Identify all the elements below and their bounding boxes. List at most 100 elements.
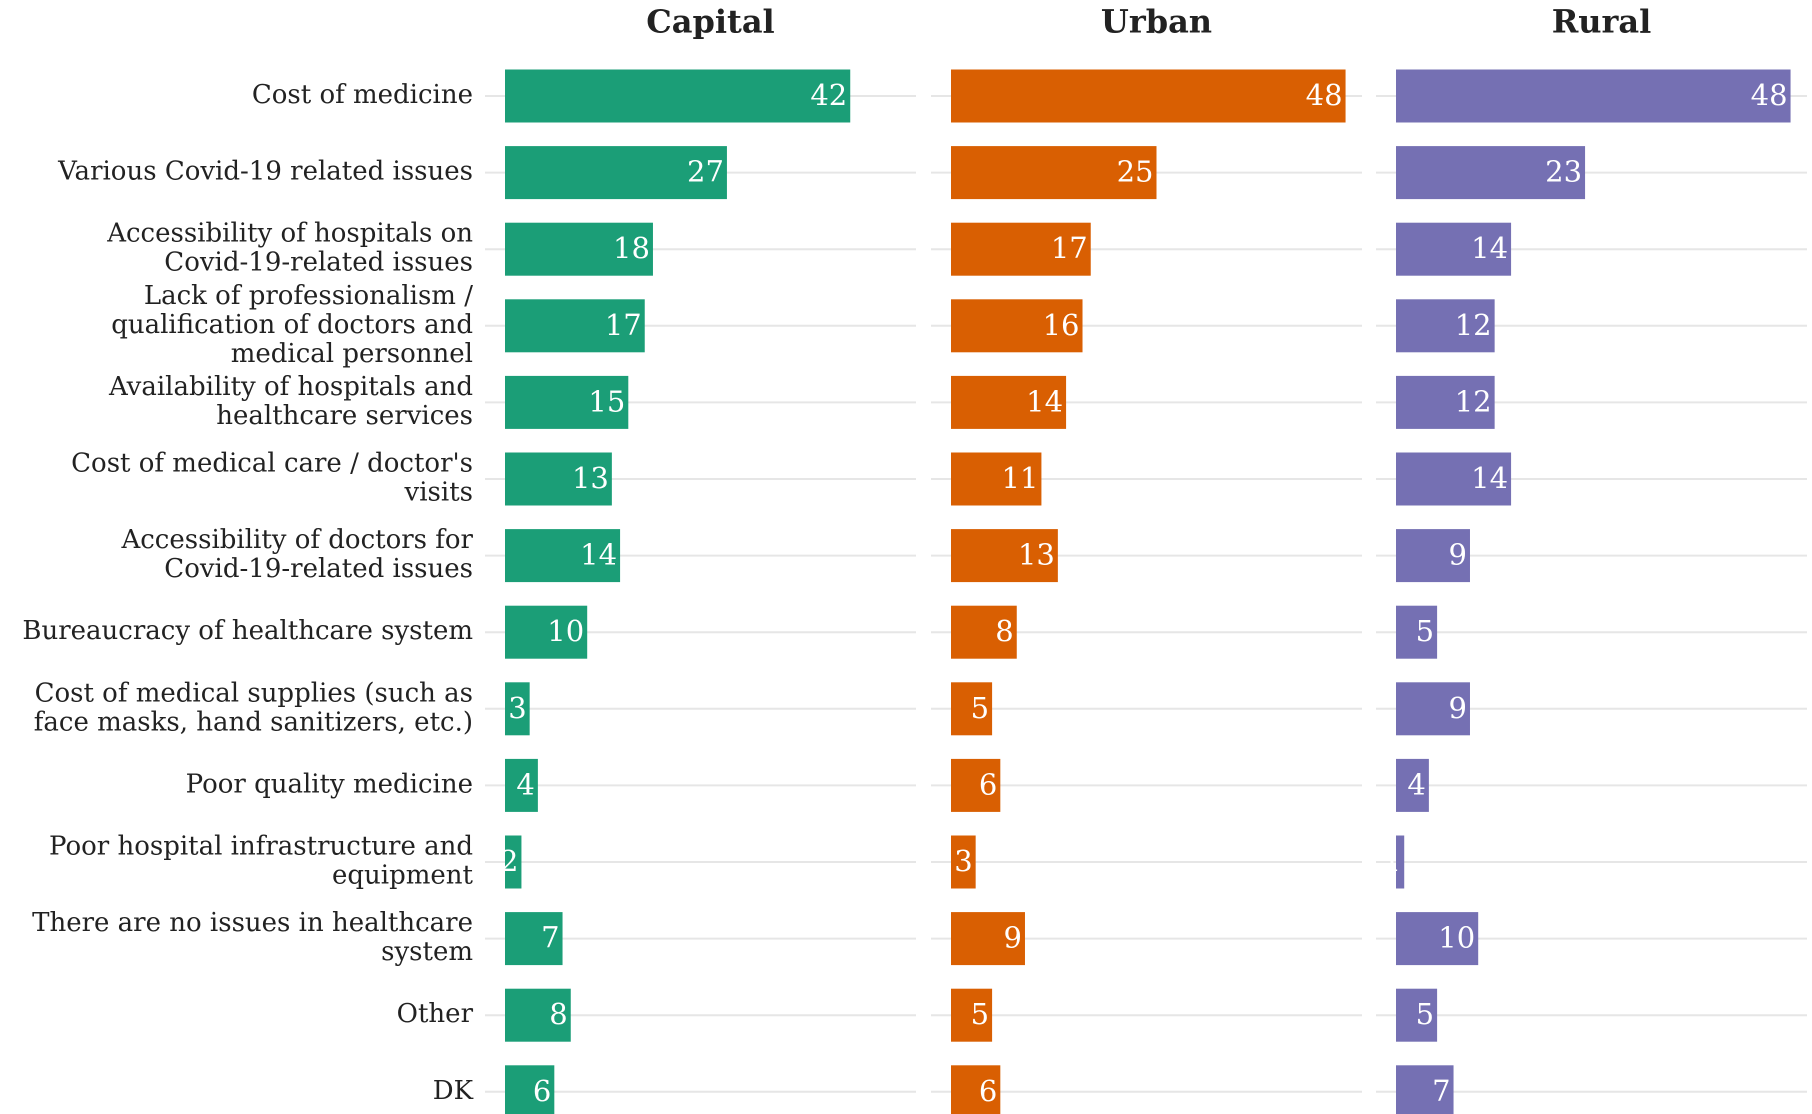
value-label: 7 [541,921,559,955]
category-label: Accessibility of doctors for Covid-19-rel… [120,525,473,584]
bar [951,605,1017,659]
bar [1396,912,1479,966]
value-label: 13 [572,461,609,495]
bar [1396,605,1438,659]
category-label: Bureaucracy of healthcare system [22,616,473,646]
bar [1396,988,1438,1042]
bar [505,529,621,583]
value-label: 10 [1438,921,1475,955]
value-label: 14 [1471,231,1508,265]
panel-title: Capital [646,3,774,41]
bar [1396,222,1512,276]
value-label: 14 [1471,461,1508,495]
bar [505,146,727,200]
bar [505,452,612,506]
panel-title: Rural [1552,3,1652,41]
bar [505,758,538,812]
value-label: 17 [605,308,642,342]
value-label: 11 [1002,461,1039,495]
value-label: 16 [1043,308,1080,342]
category-label: Poor quality medicine [186,769,473,799]
bar [1396,835,1405,889]
value-label: 2 [500,844,518,878]
value-label: 8 [995,614,1013,648]
value-label: 23 [1545,155,1582,189]
value-label: 15 [588,384,625,418]
value-label: 48 [1751,78,1788,112]
value-label: 5 [971,997,989,1031]
bar [1396,375,1495,429]
bar [1396,146,1586,200]
value-label: 1 [1383,844,1401,878]
bar [1396,299,1495,353]
bar [505,835,522,889]
bar [951,146,1157,200]
value-label: 9 [1449,691,1467,725]
category-label: Cost of medicine [252,80,473,110]
value-label: 9 [1004,921,1022,955]
bar [951,682,993,736]
bar [951,375,1067,429]
value-label: 8 [549,997,567,1031]
category-label: DK [433,1076,474,1106]
value-label: 6 [533,1074,551,1108]
value-label: 6 [979,1074,997,1108]
bar [505,1065,555,1114]
value-label: 17 [1051,231,1088,265]
bar [1396,682,1470,736]
panel-title: Urban [1101,3,1212,41]
value-label: 12 [1455,308,1492,342]
value-label: 48 [1306,78,1343,112]
bar [1396,1065,1454,1114]
bar [951,1065,1001,1114]
bar [505,988,571,1042]
value-label: 4 [1407,767,1425,801]
bar [1396,529,1470,583]
bar [1396,69,1791,123]
bar [951,912,1025,966]
bar [951,529,1058,583]
value-label: 14 [1026,384,1063,418]
value-label: 5 [1416,614,1434,648]
value-label: 12 [1455,384,1492,418]
bar [505,605,588,659]
bar [1396,758,1429,812]
value-label: 4 [516,767,534,801]
bar [951,758,1001,812]
category-label: Lack of professionalism / qualification o… [111,281,473,369]
bar [505,912,563,966]
bar [505,375,629,429]
bar [505,299,645,353]
bar [951,222,1091,276]
category-label: There are no issues in healthcare system [32,908,473,967]
category-label: Poor hospital infrastructure and equipmen… [49,832,474,891]
value-label: 42 [810,78,847,112]
value-label: 13 [1018,538,1055,572]
category-label: Cost of medical supplies (such as face ma… [34,678,473,737]
value-label: 27 [687,155,724,189]
value-label: 14 [580,538,617,572]
value-label: 9 [1449,538,1467,572]
category-label: Other [397,999,474,1029]
bar [951,988,993,1042]
category-label: Cost of medical care / doctor's visits [71,449,473,508]
value-label: 10 [547,614,584,648]
value-label: 5 [1416,997,1434,1031]
category-label: Accessibility of hospitals on Covid-19-re… [106,219,473,278]
value-label: 25 [1117,155,1154,189]
bar [951,835,976,889]
value-label: 3 [954,844,972,878]
bar [951,452,1042,506]
bar [505,222,653,276]
category-label: Availability of hospitals and healthcare … [108,372,473,431]
bar [951,69,1346,123]
value-label: 7 [1432,1074,1450,1108]
value-label: 6 [979,767,997,801]
value-label: 3 [508,691,526,725]
bar [951,299,1083,353]
value-label: 18 [613,231,650,265]
bar [1396,452,1512,506]
bar [505,69,851,123]
value-label: 5 [971,691,989,725]
